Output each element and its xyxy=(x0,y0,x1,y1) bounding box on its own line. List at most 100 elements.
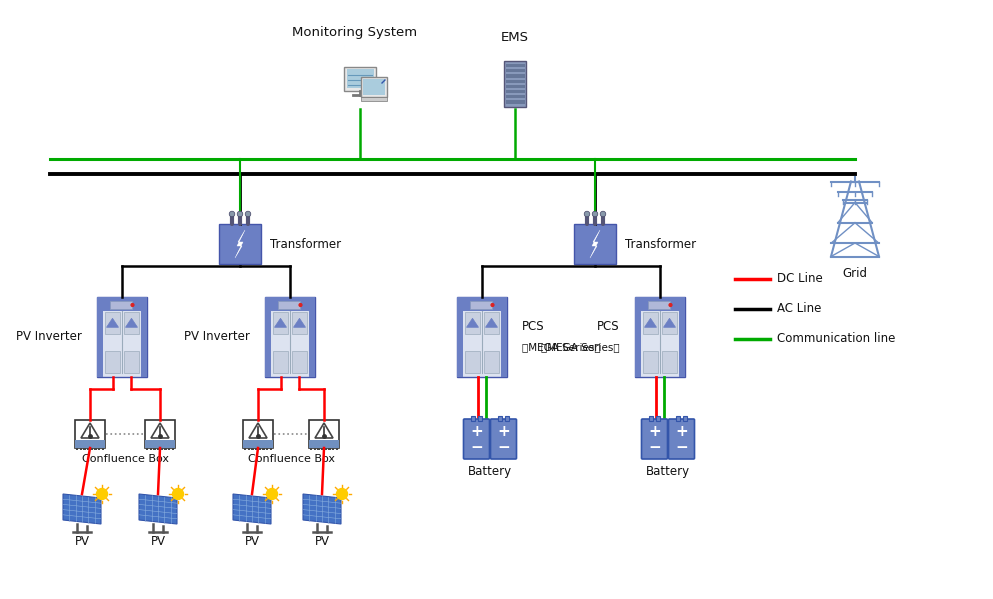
Bar xyxy=(332,448,335,450)
Bar xyxy=(153,448,156,450)
Bar xyxy=(505,85,524,88)
Polygon shape xyxy=(106,318,118,327)
Bar xyxy=(265,297,315,377)
Polygon shape xyxy=(233,494,271,524)
Circle shape xyxy=(600,211,606,217)
Bar xyxy=(505,95,524,98)
Polygon shape xyxy=(125,318,137,327)
Bar xyxy=(317,448,320,450)
Bar xyxy=(683,416,687,421)
Text: −: − xyxy=(648,440,661,455)
Text: DC Line: DC Line xyxy=(777,273,823,286)
Text: +: + xyxy=(470,425,483,440)
Polygon shape xyxy=(274,318,287,327)
Bar xyxy=(172,448,174,450)
Polygon shape xyxy=(315,423,333,438)
Bar xyxy=(309,440,339,448)
Text: Monitoring System: Monitoring System xyxy=(292,26,418,39)
Bar xyxy=(635,311,641,377)
Bar xyxy=(574,224,616,264)
Bar xyxy=(266,448,268,450)
Bar xyxy=(649,416,653,421)
Bar xyxy=(465,350,480,373)
Bar xyxy=(292,350,307,373)
Bar xyxy=(247,448,250,450)
Bar xyxy=(90,448,93,450)
Circle shape xyxy=(229,211,234,217)
Text: PCS: PCS xyxy=(522,320,544,334)
Bar xyxy=(262,448,265,450)
Text: AC Line: AC Line xyxy=(777,302,821,316)
Bar xyxy=(102,448,104,450)
Circle shape xyxy=(245,211,251,217)
FancyBboxPatch shape xyxy=(464,419,490,459)
Polygon shape xyxy=(81,423,99,438)
Bar xyxy=(643,350,658,373)
Polygon shape xyxy=(151,423,169,438)
Bar xyxy=(75,440,105,448)
Bar xyxy=(336,448,339,450)
Circle shape xyxy=(592,211,598,217)
Bar xyxy=(270,448,272,450)
Bar xyxy=(97,297,147,377)
Bar xyxy=(505,74,524,77)
Bar xyxy=(505,101,524,104)
Bar xyxy=(265,297,315,311)
Bar xyxy=(251,448,253,450)
Bar xyxy=(484,350,499,373)
Text: PV: PV xyxy=(315,535,330,548)
Bar xyxy=(457,311,463,377)
Bar xyxy=(647,301,670,309)
Circle shape xyxy=(669,304,672,307)
Bar xyxy=(361,98,387,101)
Bar xyxy=(105,311,120,334)
Bar xyxy=(679,311,685,377)
Bar xyxy=(273,350,288,373)
Text: PCS: PCS xyxy=(598,320,620,334)
Bar xyxy=(157,448,159,450)
Bar xyxy=(83,448,85,450)
Text: Grid: Grid xyxy=(842,267,868,280)
Text: PV: PV xyxy=(74,535,89,548)
Bar xyxy=(292,311,307,334)
Bar xyxy=(145,420,175,448)
Bar xyxy=(258,448,261,450)
Bar xyxy=(505,90,524,93)
Text: （MEGA Series）: （MEGA Series） xyxy=(541,342,620,352)
Circle shape xyxy=(266,489,277,500)
Bar xyxy=(255,448,257,450)
Circle shape xyxy=(131,304,134,307)
Bar xyxy=(94,448,96,450)
Bar xyxy=(329,448,331,450)
Bar xyxy=(478,416,482,421)
Bar xyxy=(457,297,507,311)
Bar xyxy=(161,448,163,450)
Text: +: + xyxy=(675,425,688,440)
Bar xyxy=(635,297,685,377)
FancyBboxPatch shape xyxy=(668,419,694,459)
Circle shape xyxy=(173,489,184,500)
Circle shape xyxy=(299,304,302,307)
Bar xyxy=(314,448,316,450)
Text: PV: PV xyxy=(244,535,259,548)
Text: PV Inverter: PV Inverter xyxy=(184,331,250,343)
Text: PV Inverter: PV Inverter xyxy=(16,331,82,343)
Text: Transformer: Transformer xyxy=(270,237,342,250)
Bar xyxy=(146,448,148,450)
Bar xyxy=(505,80,524,83)
Bar xyxy=(309,311,315,377)
Bar xyxy=(325,448,327,450)
Bar xyxy=(309,420,339,448)
Bar xyxy=(97,311,103,377)
Bar xyxy=(662,311,677,334)
Bar xyxy=(265,311,271,377)
Bar xyxy=(75,420,105,448)
Bar xyxy=(505,416,509,421)
FancyBboxPatch shape xyxy=(491,419,516,459)
Polygon shape xyxy=(590,230,600,258)
FancyBboxPatch shape xyxy=(641,419,667,459)
Bar xyxy=(109,301,132,309)
Polygon shape xyxy=(663,318,675,327)
Bar xyxy=(75,448,78,450)
Bar xyxy=(97,297,147,311)
